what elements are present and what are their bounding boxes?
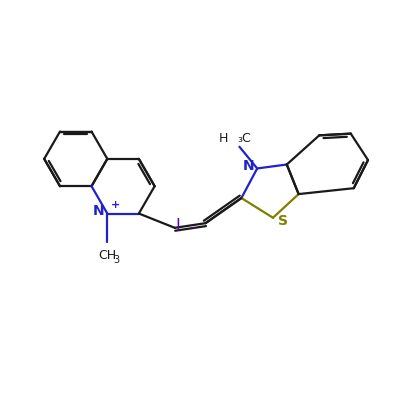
Text: S: S bbox=[278, 214, 288, 228]
Text: +: + bbox=[110, 200, 120, 210]
Text: ⁻: ⁻ bbox=[189, 224, 196, 237]
Text: I: I bbox=[176, 217, 181, 235]
Text: H: H bbox=[219, 132, 228, 145]
Text: N: N bbox=[92, 204, 104, 218]
Text: 3: 3 bbox=[113, 254, 120, 264]
Text: CH: CH bbox=[98, 249, 116, 262]
Text: N: N bbox=[242, 160, 254, 174]
Text: ₃C: ₃C bbox=[238, 132, 251, 145]
